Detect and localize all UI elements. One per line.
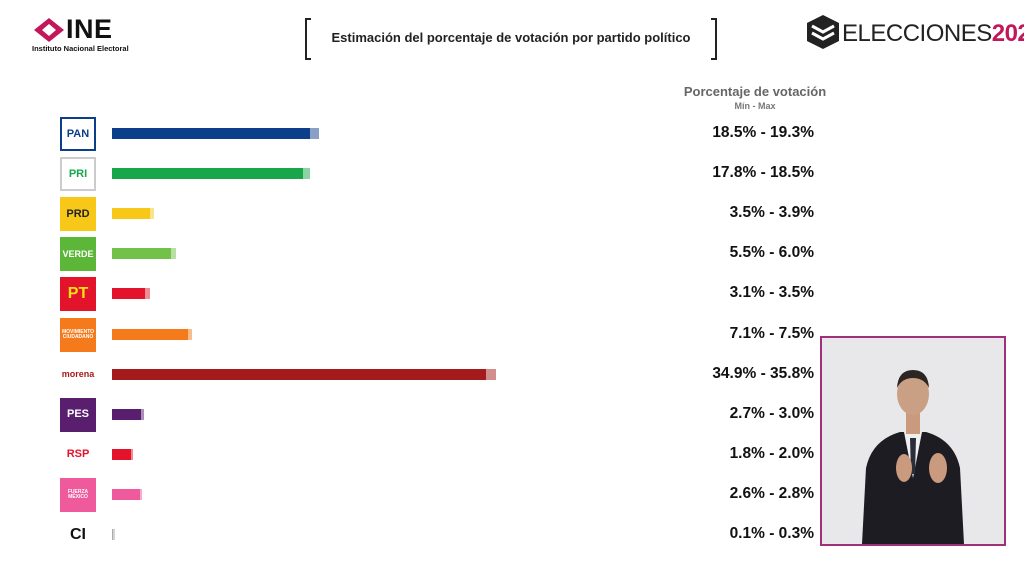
- bar-min: [112, 208, 150, 220]
- party-label: VERDE: [62, 248, 94, 259]
- bar-min: [112, 408, 141, 420]
- bar-min: [112, 288, 146, 300]
- party-label: FUERZA MÉXICO: [67, 488, 89, 500]
- morena-logo: morena: [60, 357, 96, 392]
- party-row: PT 3.1% - 3.5%: [0, 276, 830, 312]
- bar-min: [112, 328, 189, 340]
- bar-min: [112, 168, 303, 180]
- party-row: MOVIMIENTO CIUDADANO 7.1% - 7.5%: [0, 317, 830, 353]
- verde-logo: VERDE: [60, 237, 96, 272]
- legend-title: Porcentaje de votación: [683, 84, 827, 99]
- party-label: PRI: [68, 167, 88, 180]
- range-label: 7.1% - 7.5%: [729, 324, 814, 342]
- cube-icon: [807, 15, 839, 49]
- party-row: CI 0.1% - 0.3%: [0, 517, 830, 553]
- legend-header: Porcentaje de votación Mín - Max: [660, 84, 850, 111]
- prd-logo: PRD: [60, 197, 96, 232]
- bar-range-extension: [139, 488, 142, 500]
- range-label: 34.9% - 35.8%: [712, 364, 814, 382]
- range-label: 2.6% - 2.8%: [729, 484, 814, 502]
- left-bracket: [305, 18, 311, 60]
- party-row: PES 2.7% - 3.0%: [0, 397, 830, 433]
- bar-min: [112, 448, 132, 460]
- bar-range-extension: [131, 448, 134, 460]
- bar-range-extension: [486, 368, 496, 380]
- range-label: 1.8% - 2.0%: [729, 444, 814, 462]
- mc-logo: MOVIMIENTO CIUDADANO: [60, 317, 96, 352]
- party-label: CI: [70, 526, 86, 543]
- range-label: 5.5% - 6.0%: [729, 244, 814, 262]
- party-label: morena: [61, 369, 95, 380]
- party-label: PT: [67, 285, 89, 303]
- pt-logo: PT: [60, 277, 96, 312]
- bar-range-extension: [188, 328, 193, 340]
- range-label: 17.8% - 18.5%: [712, 164, 814, 182]
- pan-logo: PAN: [60, 117, 96, 151]
- party-row: FUERZA MÉXICO 2.6% - 2.8%: [0, 477, 830, 513]
- party-row: PAN 18.5% - 19.3%: [0, 116, 830, 152]
- pes-logo: PES: [60, 397, 96, 432]
- sign-language-interpreter-video: [820, 336, 1006, 546]
- right-bracket: [711, 18, 717, 60]
- party-label: MOVIMIENTO CIUDADANO: [61, 328, 95, 340]
- range-label: 18.5% - 19.3%: [712, 124, 814, 141]
- party-label: RSP: [66, 448, 90, 461]
- event-year: 2021: [991, 20, 1024, 47]
- range-label: 2.7% - 3.0%: [729, 404, 814, 422]
- header: INE Instituto Nacional Electoral Estimac…: [0, 0, 1024, 70]
- bar-range-extension: [170, 248, 177, 260]
- party-label: PES: [66, 408, 89, 421]
- range-label: 3.1% - 3.5%: [729, 284, 814, 302]
- ine-mark-icon: [34, 18, 64, 42]
- party-row: RSP 1.8% - 2.0%: [0, 437, 830, 473]
- org-subtitle: Instituto Nacional Electoral: [32, 44, 129, 53]
- interpreter-figure: [822, 338, 1004, 544]
- bar-min: [112, 248, 171, 260]
- ine-logo: INE Instituto Nacional Electoral: [30, 14, 180, 54]
- bar-range-extension: [140, 408, 145, 420]
- range-label: 0.1% - 0.3%: [729, 525, 814, 542]
- legend-subtitle: Mín - Max: [734, 101, 776, 111]
- ci-logo: CI: [60, 518, 96, 552]
- bar-min: [112, 368, 487, 380]
- bar-range-extension: [149, 208, 154, 220]
- event-title: ELECCIONES2021: [842, 20, 1024, 48]
- party-row: morena 34.9% - 35.8%: [0, 357, 830, 393]
- pri-logo: PRI: [60, 157, 96, 192]
- bar-min: [112, 128, 311, 139]
- rsp-logo: RSP: [60, 437, 96, 472]
- party-row: PRD 3.5% - 3.9%: [0, 196, 830, 232]
- bar-range-extension: [302, 168, 311, 180]
- range-label: 3.5% - 3.9%: [729, 204, 814, 222]
- party-label: PAN: [66, 127, 90, 140]
- party-row: PRI 17.8% - 18.5%: [0, 156, 830, 192]
- bar-min: [112, 529, 114, 540]
- fxm-logo: FUERZA MÉXICO: [60, 477, 96, 512]
- chart-title: Estimación del porcentaje de votación po…: [331, 30, 691, 45]
- org-name: INE: [66, 14, 113, 44]
- chart-title-box: Estimación del porcentaje de votación po…: [305, 18, 717, 60]
- bar-range-extension: [145, 288, 150, 300]
- party-label: PRD: [66, 207, 90, 220]
- bar-range-extension: [310, 128, 319, 139]
- elecciones-logo: ELECCIONES2021: [806, 14, 1024, 54]
- bar-range-extension: [113, 529, 116, 540]
- bar-min: [112, 488, 140, 500]
- event-prefix: ELECCIONES: [842, 20, 992, 47]
- party-row: VERDE 5.5% - 6.0%: [0, 236, 830, 272]
